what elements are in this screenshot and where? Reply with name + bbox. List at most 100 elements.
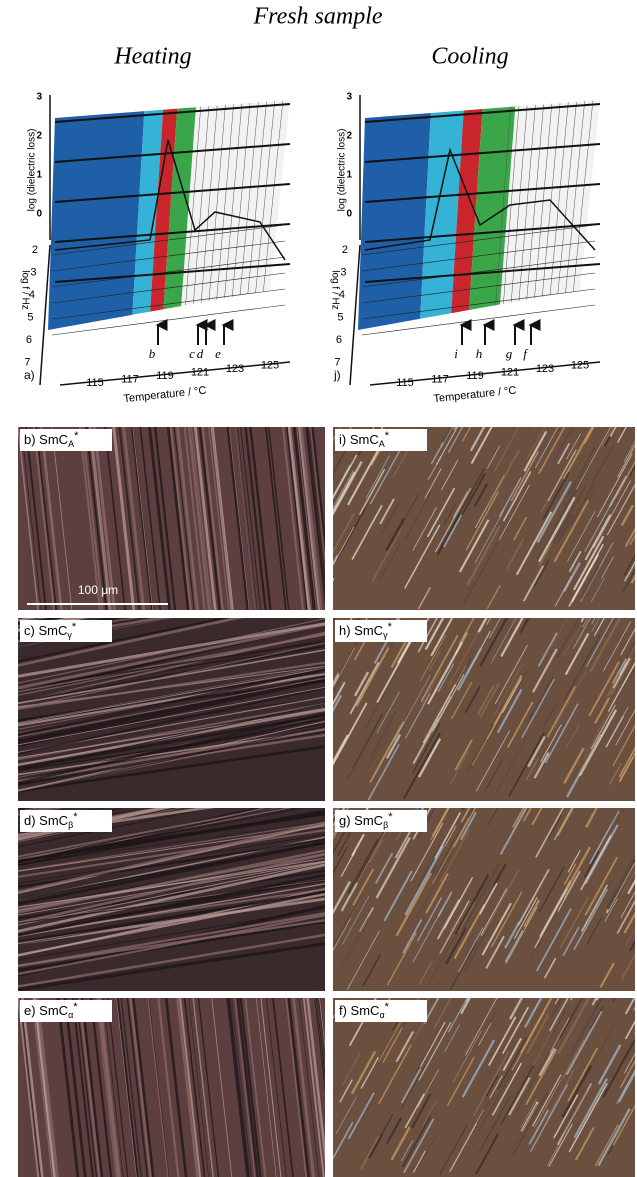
texture-streak [478,1061,519,1131]
texture-streak [78,998,101,1177]
texture-streak [562,427,594,480]
texture-streak [584,488,621,552]
label-box [335,620,427,642]
texture-streak [419,1021,446,1068]
texture-streak [333,734,349,765]
texture-streak [504,921,521,949]
texture-streak [505,906,538,964]
micrograph [18,618,325,801]
texture-streak [606,854,635,909]
texture-streak [447,998,468,1033]
x-tick-label: 119 [466,370,484,382]
texture-streak [473,483,489,507]
texture-streak [418,1021,452,1081]
grid-line [51,240,286,272]
column-title: Cooling [431,44,508,70]
texture-streak [553,1094,579,1139]
texture-streak [339,1079,353,1103]
texture-streak [561,1064,593,1118]
texture-streak [244,427,267,610]
texture-streak [226,427,250,610]
texture-streak [502,1006,530,1055]
texture-streak [623,911,635,934]
label-sub: A [379,439,385,449]
texture-streak [20,998,44,1177]
texture-streak [517,868,550,926]
texture-streak [298,998,320,1177]
texture-streak [567,1047,598,1102]
label-sup: * [74,430,79,442]
texture-streak [379,498,395,525]
texture-streak [489,1075,503,1099]
texture-streak [404,524,441,589]
texture-streak [594,697,610,724]
texture-streak [610,706,629,738]
texture-streak [296,427,318,610]
texture-streak [599,962,615,988]
texture-streak [485,935,505,969]
grid-line [364,143,601,163]
texture-streak [75,998,98,1177]
texture-streak [513,516,528,541]
x-tick-label: 117 [121,373,139,385]
texture-streak [416,1134,438,1171]
texture-streak [139,427,162,610]
texture-streak [92,427,116,610]
texture-streak [315,387,337,428]
texture-streak [619,1059,635,1089]
label-main: h) SmC [339,623,383,638]
texture-streak [586,917,603,945]
texture-streak [287,427,311,610]
texture-streak [566,433,582,460]
texture-streak [350,1050,377,1095]
texture-streak [402,732,442,800]
texture-streak [522,565,545,602]
texture-streak [487,808,498,826]
texture-streak [18,821,325,893]
texture-streak [51,427,73,610]
texture-streak [437,915,461,956]
texture-streak [154,427,177,610]
texture-streak [415,1037,437,1072]
texture-streak [18,712,325,785]
texture-streak [438,657,472,719]
texture-streak [90,998,113,1177]
phase-band [132,109,164,315]
x-axis-label: Temperature / °C [123,385,207,406]
texture-streak [574,1127,595,1161]
label-main: d) SmC [24,813,68,828]
texture-streak [119,998,142,1177]
micrograph-label: h) SmCγ* [339,621,393,640]
texture-streak [538,496,576,563]
micrograph-label: g) SmCβ* [339,811,393,830]
texture-streak [240,998,262,1177]
texture-streak [493,427,520,473]
texture-streak [597,453,633,518]
texture-streak [333,512,356,554]
texture-streak [333,681,346,706]
texture-streak [623,554,635,577]
texture-streak [412,722,441,774]
texture-streak [624,1020,635,1040]
loss-curve [364,147,596,251]
texture-streak [428,937,455,984]
depth-tick-label: 7 [24,356,30,368]
texture-streak [496,688,523,734]
texture-streak [351,504,383,560]
texture-streak [236,427,258,610]
texture-streak [533,998,542,1012]
texture-streak [480,888,508,936]
texture-streak [390,1126,411,1161]
texture-streak [424,468,442,499]
texture-streak [550,998,564,1019]
texture-streak [573,888,609,951]
texture-streak [371,528,402,583]
texture-streak [591,577,605,602]
texture-streak [436,512,462,556]
label-box [20,429,112,451]
texture-streak [617,444,635,478]
texture-streak [584,856,619,916]
grid-line [239,102,259,296]
texture-streak [508,1077,531,1116]
texture-streak [486,584,501,610]
